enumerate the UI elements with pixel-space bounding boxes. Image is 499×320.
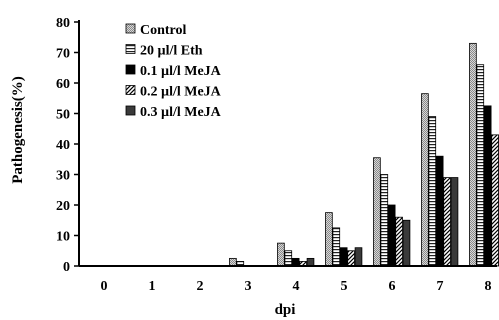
y-tick-label: 10 [56, 230, 70, 245]
bar-0-1-l-l-meja-dpi-4 [291, 257, 300, 267]
bar-0-2-l-l-meja-dpi-8 [491, 134, 499, 267]
bar-series-group [229, 42, 499, 267]
bar-20-l-l-eth-dpi-5 [332, 227, 341, 267]
legend-label: 0.1 µl/l MeJA [140, 64, 222, 79]
y-tick-label: 40 [56, 138, 70, 153]
bar-0-1-l-l-meja-dpi-6 [387, 204, 396, 267]
legend-swatch [125, 105, 136, 116]
legend-swatch [125, 64, 136, 75]
legend-swatch [125, 44, 136, 54]
x-tick-label: 6 [389, 279, 396, 294]
y-tick-label: 70 [56, 47, 70, 62]
bar-0-3-l-l-meja-dpi-6 [402, 219, 411, 267]
bar-0-2-l-l-meja-dpi-7 [443, 177, 451, 267]
legend-label: 0.2 µl/l MeJA [140, 85, 222, 100]
y-axis-title: Pathogenesis(%) [10, 76, 26, 184]
bar-control-dpi-3 [229, 257, 237, 267]
bar-0-2-l-l-meja-dpi-6 [395, 216, 403, 267]
y-tick-label: 0 [63, 260, 70, 275]
x-tick-label: 4 [293, 279, 300, 294]
bar-20-l-l-eth-dpi-7 [428, 116, 437, 267]
bar-0-1-l-l-meja-dpi-7 [435, 155, 444, 267]
y-tick-label: 80 [56, 16, 70, 31]
legend-label: 0.3 µl/l MeJA [140, 105, 222, 120]
bar-0-2-l-l-meja-dpi-5 [347, 250, 355, 267]
y-tick-label: 20 [56, 199, 70, 214]
bar-20-l-l-eth-dpi-4 [284, 250, 293, 267]
x-tick-label: 1 [149, 279, 156, 294]
bar-0-1-l-l-meja-dpi-8 [483, 105, 492, 267]
bar-control-dpi-6 [373, 157, 381, 267]
bar-20-l-l-eth-dpi-6 [380, 174, 389, 267]
axes-group: 0 10 20 30 40 50 60 70 80 0 1 2 3 4 5 6 7 8 [56, 16, 497, 294]
bar-0-1-l-l-meja-dpi-5 [339, 247, 348, 267]
x-axis-title: dpi [275, 302, 296, 318]
bar-0-3-l-l-meja-dpi-7 [450, 177, 459, 267]
bar-20-l-l-eth-dpi-8 [476, 64, 485, 267]
bar-0-3-l-l-meja-dpi-4 [306, 257, 315, 267]
bar-control-dpi-5 [325, 212, 333, 267]
x-tick-label: 8 [485, 279, 492, 294]
y-tick-label: 60 [56, 77, 70, 92]
x-tick-label: 5 [341, 279, 348, 294]
legend: Control 20 µl/l Eth 0.1 µl/l MeJA 0.2 µl/l … [125, 23, 222, 120]
bar-control-dpi-8 [469, 42, 477, 267]
legend-label: Control [140, 23, 187, 38]
x-tick-label: 7 [437, 279, 444, 294]
legend-label: 20 µl/l Eth [140, 44, 203, 59]
y-tick-label: 50 [56, 108, 70, 123]
bar-control-dpi-7 [421, 93, 429, 267]
x-tick-label: 3 [245, 279, 252, 294]
y-tick-label: 30 [56, 169, 70, 184]
legend-swatch [125, 23, 136, 34]
x-tick-label: 2 [197, 279, 204, 294]
bar-control-dpi-4 [277, 242, 285, 267]
bar-0-3-l-l-meja-dpi-5 [354, 247, 363, 267]
x-tick-label: 0 [101, 279, 108, 294]
legend-swatch [125, 85, 136, 95]
